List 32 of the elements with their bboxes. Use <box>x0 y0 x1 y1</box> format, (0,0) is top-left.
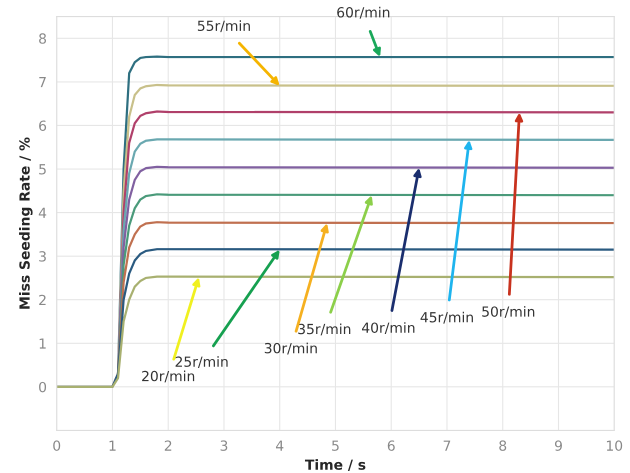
y-axis-title: Miss Seeding Rate / % <box>19 137 33 309</box>
x-tick-label: 9 <box>554 440 562 451</box>
annotation: 60r/min <box>337 6 390 19</box>
y-tick-label: 2 <box>39 294 46 306</box>
y-tick-label: 3 <box>39 251 46 262</box>
x-tick-label: 10 <box>606 440 622 451</box>
annotation: 30r/min <box>264 342 317 355</box>
x-tick-label: 8 <box>499 440 506 451</box>
line-series <box>56 276 614 388</box>
annotation: 55r/min <box>198 20 250 32</box>
x-tick-label: 7 <box>444 440 450 451</box>
y-tick-label: 0 <box>39 382 46 392</box>
x-tick-label: 4 <box>276 440 284 451</box>
x-tick-label: 2 <box>164 440 172 451</box>
annotation: 40r/min <box>362 322 414 334</box>
y-tick-label: 6 <box>39 120 46 131</box>
x-tick-label: 6 <box>388 440 395 451</box>
x-axis-title: Time / s <box>304 459 366 471</box>
y-tick-label: 5 <box>39 164 46 175</box>
annotation: 25r/min <box>176 356 228 368</box>
annotation: 35r/min <box>298 324 350 336</box>
y-tick-label: 4 <box>38 208 46 218</box>
x-tick-label: 1 <box>110 440 116 451</box>
x-tick-label: 3 <box>220 440 228 451</box>
annotation: 45r/min <box>420 312 473 324</box>
x-tick-label: 5 <box>332 440 339 451</box>
y-tick-label: 8 <box>39 33 46 44</box>
y-tick-label: 1 <box>40 338 46 349</box>
annotation: 50r/min <box>482 306 534 318</box>
y-tick-label: 7 <box>39 77 46 88</box>
x-tick-label: 0 <box>53 440 60 451</box>
annotation: 20r/min <box>142 370 194 382</box>
